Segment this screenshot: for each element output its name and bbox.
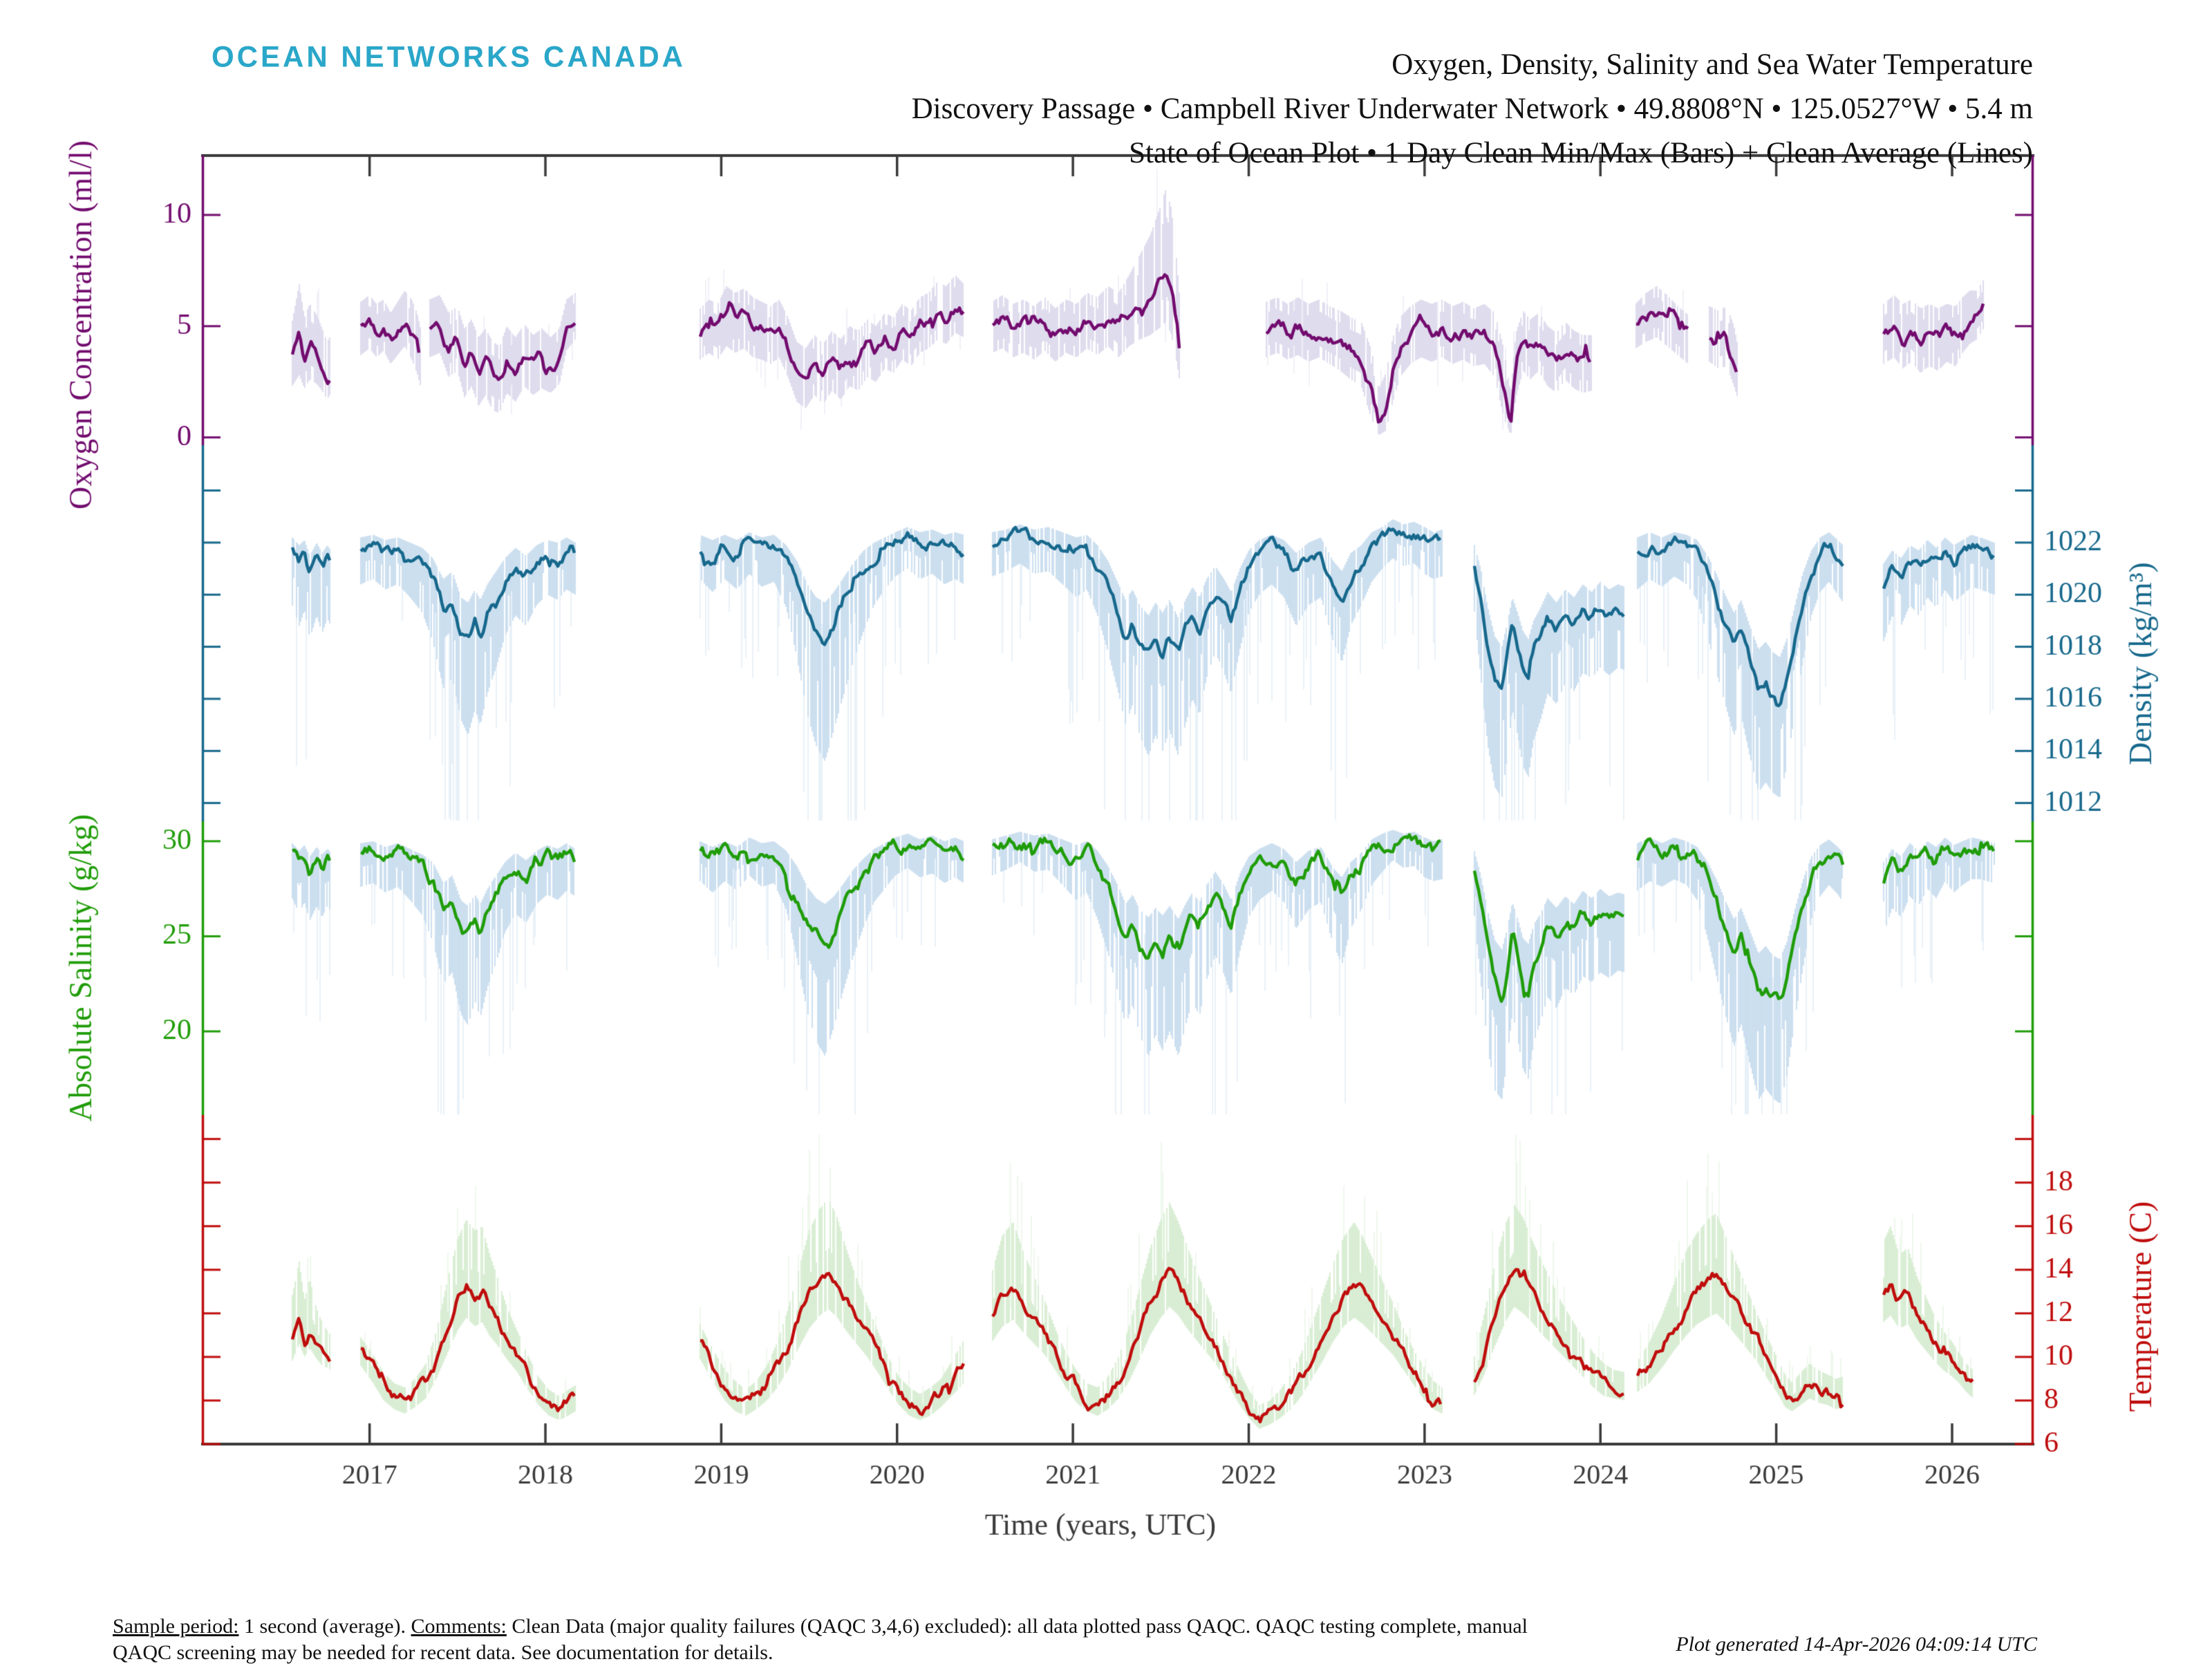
chart-title-block: Oxygen, Density, Salinity and Sea Water … xyxy=(912,43,2033,176)
footer-line1: Sample period: 1 second (average). Comme… xyxy=(113,1613,1528,1640)
plot-generated-timestamp: Plot generated 14-Apr-2026 04:09:14 UTC xyxy=(1676,1633,2037,1656)
footer-line2: QAQC screening may be needed for recent … xyxy=(113,1641,774,1664)
sample-period-text: 1 second (average). xyxy=(238,1615,411,1638)
comments-label: Comments: xyxy=(411,1615,507,1638)
chart-title: Oxygen, Density, Salinity and Sea Water … xyxy=(1391,48,2033,81)
chart-subtitle-plot-type: State of Ocean Plot • 1 Day Clean Min/Ma… xyxy=(1129,137,2033,169)
ocean-networks-canada-logo: OCEAN NETWORKS CANADA xyxy=(212,39,686,73)
footer-comments: Sample period: 1 second (average). Comme… xyxy=(113,1613,1528,1666)
comments-text: Clean Data (major quality failures (QAQC… xyxy=(506,1615,1528,1638)
chart-subtitle-location: Discovery Passage • Campbell River Under… xyxy=(911,93,2033,125)
sample-period-label: Sample period: xyxy=(113,1615,239,1638)
